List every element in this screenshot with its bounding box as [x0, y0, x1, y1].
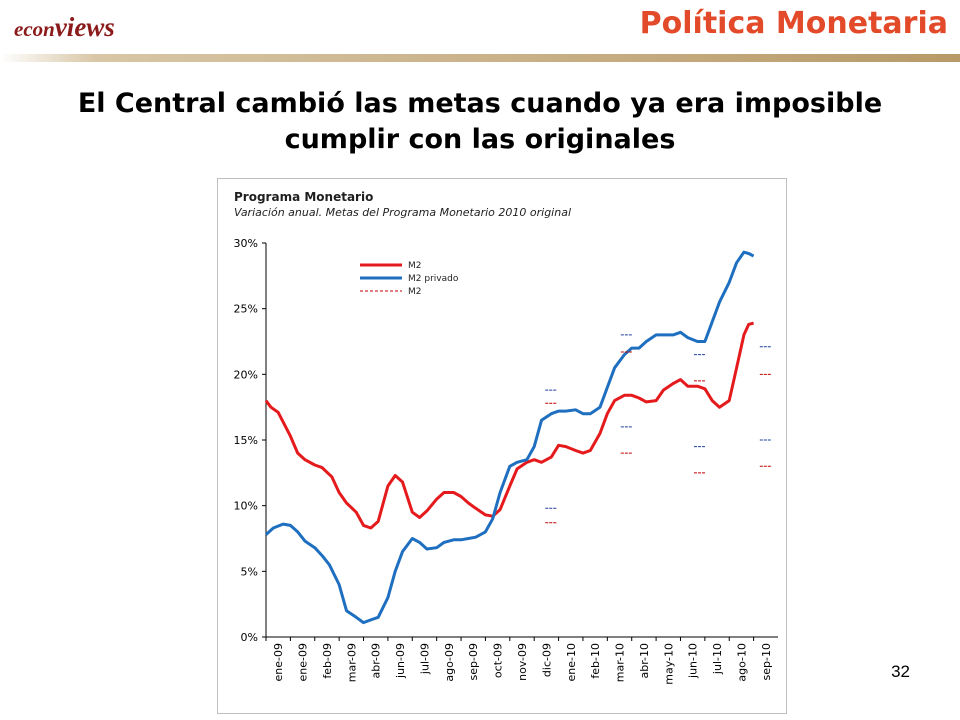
headline-line1: El Central cambió las metas cuando ya er…	[77, 88, 883, 119]
slide-headline: El Central cambió las metas cuando ya er…	[40, 86, 920, 158]
y-tick-label: 5%	[241, 565, 258, 578]
x-tick-label: ago-09	[443, 643, 456, 682]
x-tick-label: jun-10	[687, 643, 700, 679]
line-chart: 0% 5% 10% 15% 20% 25% 30% ene-09 ene-09 feb-09 mar…	[234, 237, 778, 685]
chart-subtitle: Variación anual. Metas del Programa Mone…	[234, 206, 572, 219]
x-tick-label: jul-10	[711, 643, 724, 675]
chart-frame: Programa Monetario Variación anual. Meta…	[217, 178, 787, 714]
headline-line2: cumplir con las originales	[284, 124, 676, 155]
x-tick-label: oct-09	[492, 643, 505, 678]
y-tick-label: 15%	[234, 434, 258, 447]
x-tick-label: jun-09	[394, 643, 407, 679]
series-m2-line	[264, 321, 754, 530]
x-tick-label: abr-09	[370, 643, 383, 679]
page-number: 32	[891, 662, 910, 681]
x-tick-label: ene-09	[272, 643, 285, 681]
x-tick-label: dic-09	[540, 643, 553, 677]
y-tick-label: 10%	[234, 500, 258, 513]
header-divider	[0, 54, 960, 62]
y-tick-label: 25%	[234, 303, 258, 316]
chart-title: Programa Monetario	[234, 190, 374, 204]
x-tick-label: feb-10	[589, 643, 602, 679]
x-tick-label: mar-10	[614, 643, 627, 682]
x-tick-label: feb-09	[321, 643, 334, 679]
x-tick-label: jul-09	[418, 643, 431, 675]
x-tick-label: sep-10	[760, 643, 773, 680]
series-m2-privado-line	[264, 250, 755, 625]
x-tick-label: ago-10	[735, 643, 748, 682]
legend-m2-privado-label: M2 privado	[408, 274, 459, 284]
x-tick-label: mar-09	[345, 643, 358, 682]
x-tick-label: sep-09	[467, 643, 480, 680]
x-tick-label: ene-10	[565, 643, 578, 681]
y-tick-label: 30%	[234, 237, 258, 250]
x-tick-label: nov-09	[516, 643, 529, 681]
section-title: Política Monetaria	[639, 6, 948, 41]
brand-part1: econ	[14, 17, 55, 41]
brand-part2: views	[54, 12, 115, 42]
x-tick-label: may-10	[662, 643, 675, 685]
legend-m2-target-label: M2	[408, 287, 422, 297]
x-tick-label: ene-09	[297, 643, 310, 681]
y-tick-label: 0%	[241, 631, 258, 644]
econviews-logo: econviews	[14, 12, 115, 43]
y-tick-label: 20%	[234, 368, 258, 381]
x-tick-label: abr-10	[638, 643, 651, 679]
legend-m2-label: M2	[408, 261, 422, 271]
